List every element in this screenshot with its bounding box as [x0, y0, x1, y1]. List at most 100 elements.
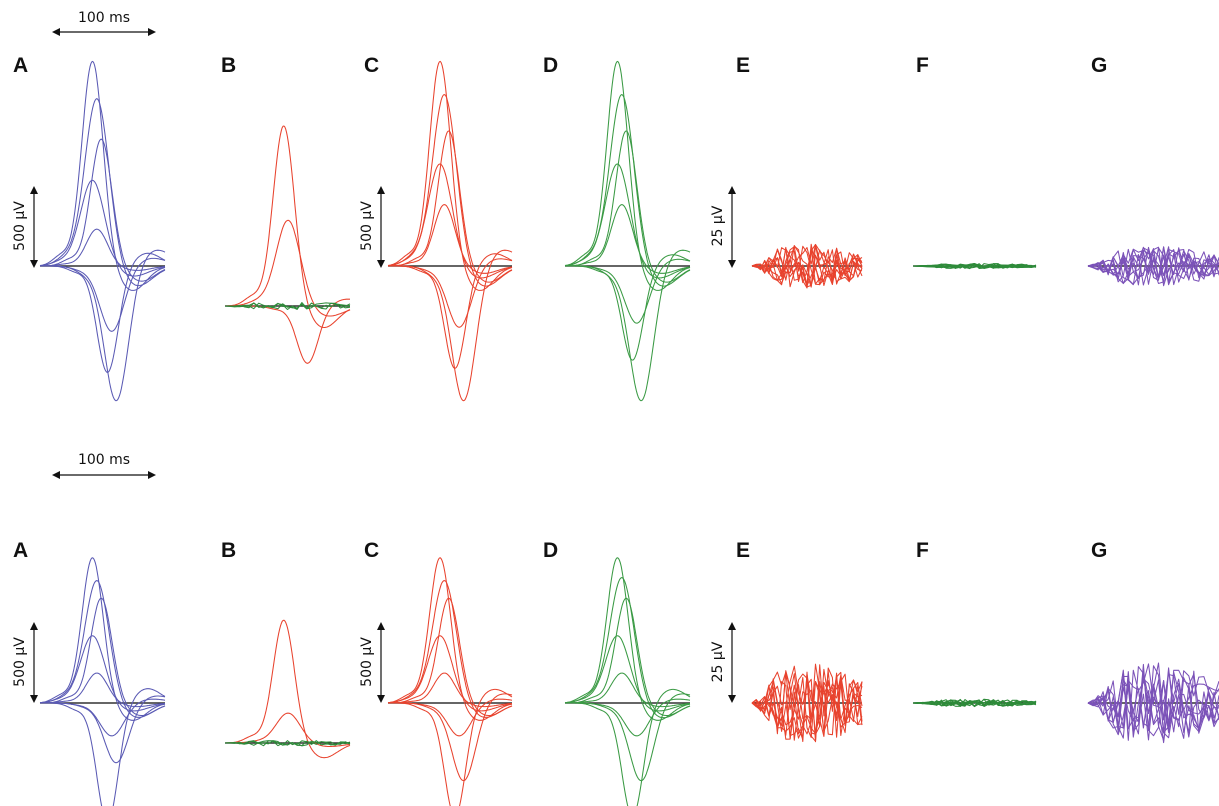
panel-c-top-spike-6 [388, 253, 513, 369]
time-scale-bar-bottom: 100 ms [52, 452, 156, 479]
panel-g-bottom-residual-8 [1088, 662, 1219, 741]
panel-g-top-residual-9 [1087, 248, 1219, 284]
panel-e-bottom-residual-9 [751, 672, 863, 735]
panel-a-top-spike-7 [40, 257, 166, 332]
panel-c-top-spike-1 [388, 94, 513, 287]
panel-a-bottom-spike-3 [39, 635, 166, 712]
panel-d-bottom-spike-1 [565, 577, 691, 719]
voltage-scale-bar-c-bottom: 500 µV [359, 622, 385, 703]
panel-c-bottom-spike-4 [388, 672, 512, 708]
panel-g-bottom-residual-5 [1087, 666, 1219, 739]
panel-b-top-green-trace-2 [224, 302, 351, 310]
panel-c-bottom-spike-5 [388, 693, 513, 782]
panel-letter-g: G [1091, 54, 1107, 77]
panel-b-bottom-spike-0 [225, 619, 351, 759]
panel-e-top-residual-8 [751, 244, 863, 287]
panel-b-top-spike-0 [224, 125, 351, 329]
panel-c-top-spike-7 [388, 258, 513, 328]
panel-e-bottom-residual-7 [751, 670, 863, 738]
panel-a-bottom-spike-4 [40, 672, 165, 708]
panel-letter-a: A [13, 539, 28, 562]
panel-c-top-spike-0 [387, 60, 513, 291]
panel-d-bottom-spike-2 [565, 597, 691, 717]
voltage-scale-label: 25 µV [710, 205, 726, 246]
panel-a-bottom-spike-0 [39, 557, 166, 721]
panel-b-bottom-spike-1 [225, 712, 351, 748]
panel-c-bottom-spike-7 [388, 698, 513, 737]
panel-d-top-spike-0 [564, 60, 691, 291]
panel-a-bottom-spike-2 [40, 597, 166, 717]
panel-d-bottom-spike-0 [564, 557, 691, 721]
panel-a-top-spike-1 [40, 98, 166, 287]
panel-letter-b: B [221, 539, 236, 562]
panel-g-bottom-residual-2 [1087, 667, 1219, 737]
voltage-scale-label: 500 µV [12, 637, 28, 687]
panel-a-bottom-spike-7 [40, 698, 166, 737]
panel-c-bottom-spike-6 [388, 688, 513, 806]
panel-g-bottom-residual-7 [1087, 671, 1219, 744]
panel-c-bottom-spike-3 [387, 635, 513, 712]
panel-letter-d: D [543, 539, 558, 562]
panel-a-top-spike-3 [39, 179, 166, 277]
panel-a-top-spike-4 [40, 228, 165, 271]
panel-c-bottom-spike-1 [388, 580, 513, 718]
panel-d-top-spike-1 [565, 94, 691, 287]
time-scale-bar-top: 100 ms [52, 10, 156, 36]
panel-letters-top: A B C D E F G [13, 54, 1107, 77]
panel-d-top-spike-5 [565, 249, 691, 402]
panel-a-bottom-spike-1 [40, 580, 166, 718]
time-scale-label: 100 ms [78, 452, 130, 468]
panel-d-bottom-spike-7 [565, 698, 691, 737]
panel-c-bottom-spike-2 [388, 597, 513, 717]
voltage-scale-bar-e-bottom: 25 µV [710, 622, 736, 703]
waveform-traces [39, 60, 1219, 806]
voltage-scale-label: 500 µV [359, 201, 375, 251]
panel-g-bottom-residual-6 [1087, 669, 1219, 734]
voltage-scale-bar-c-top: 500 µV [359, 186, 385, 268]
panel-d-top-spike-7 [565, 258, 691, 324]
panel-d-top-spike-4 [565, 204, 691, 274]
panel-b-bottom-green-trace-2 [224, 740, 351, 747]
panel-letter-e: E [736, 54, 750, 77]
panel-c-top-spike-4 [388, 204, 513, 274]
voltage-scale-label: 25 µV [710, 641, 726, 682]
panel-letter-c: C [364, 539, 379, 562]
panel-d-bottom-spike-5 [565, 693, 691, 782]
panel-letter-d: D [543, 54, 558, 77]
panel-letter-f: F [916, 54, 929, 77]
panel-b-top-green-trace-0 [225, 302, 351, 311]
panel-letter-a: A [13, 54, 28, 77]
panel-letter-f: F [916, 539, 929, 562]
figure-annotations: 100 ms 100 ms 500 µV 500 µV 25 µV [12, 10, 1107, 703]
panel-g-bottom-residual-9 [1087, 663, 1219, 734]
panel-d-bottom-spike-4 [565, 672, 690, 708]
panel-a-top-spike-2 [40, 138, 166, 282]
panel-d-bottom-spike-6 [565, 688, 691, 806]
panel-d-top-spike-6 [565, 254, 691, 361]
voltage-scale-bar-a-bottom: 500 µV [12, 622, 38, 703]
voltage-scale-bar-a-top: 500 µV [12, 186, 38, 268]
panel-letters-bottom: A B C D E F G [13, 539, 1107, 562]
panel-f-bottom-residual-9 [912, 698, 1037, 708]
time-scale-label: 100 ms [78, 10, 130, 26]
panel-letter-c: C [364, 54, 379, 77]
panel-c-bottom-spike-0 [387, 557, 513, 721]
panel-b-top-spike-1 [225, 219, 351, 317]
panel-letter-g: G [1091, 539, 1107, 562]
panel-d-top-spike-2 [565, 130, 691, 283]
panel-b-top-green-trace-1 [224, 302, 351, 310]
panel-letter-e: E [736, 539, 750, 562]
panel-a-bottom-spike-6 [40, 688, 166, 806]
panel-f-top-residual-9 [912, 263, 1037, 270]
panel-letter-b: B [221, 54, 236, 77]
panel-e-top-residual-9 [751, 243, 863, 289]
panel-e-bottom-residual-1 [751, 671, 863, 740]
voltage-scale-label: 500 µV [12, 201, 28, 251]
panel-d-top-spike-3 [564, 163, 691, 279]
panel-a-top-spike-0 [39, 60, 166, 291]
panel-c-top-spike-5 [388, 249, 513, 402]
panel-c-top-spike-2 [388, 130, 513, 283]
panel-d-bottom-spike-3 [564, 635, 691, 712]
panel-f-bottom-residual-7 [912, 699, 1037, 707]
